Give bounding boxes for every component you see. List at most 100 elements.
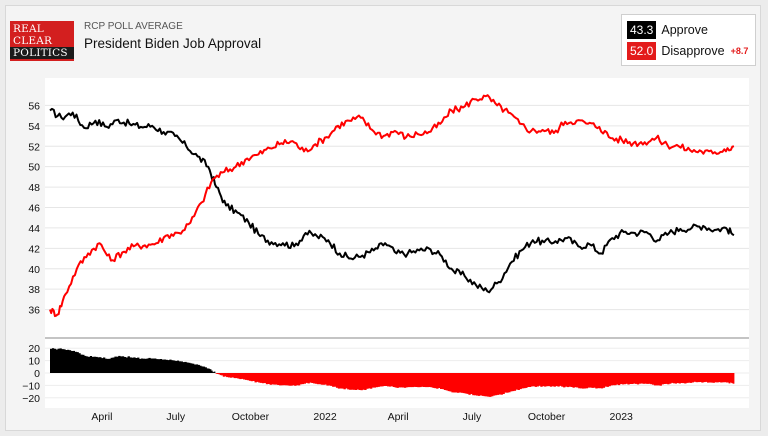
spread-bar bbox=[316, 373, 320, 385]
spread-bar bbox=[116, 356, 119, 373]
spread-bar bbox=[67, 349, 70, 373]
spread-bar bbox=[265, 373, 269, 385]
y-tick-label: 54 bbox=[28, 121, 40, 133]
spread-bar bbox=[487, 373, 490, 397]
spread-bar bbox=[689, 373, 693, 383]
spread-bar bbox=[286, 373, 289, 386]
rcp-logo[interactable]: REAL CLEAR POLITICS bbox=[10, 21, 74, 61]
spread-bar bbox=[167, 360, 170, 373]
spread-bar bbox=[51, 348, 55, 373]
y-tick-label: 46 bbox=[28, 203, 40, 215]
spread-bar bbox=[440, 373, 443, 389]
spread-bar bbox=[339, 373, 342, 389]
spread-bar bbox=[582, 373, 585, 389]
spread-bar bbox=[549, 373, 553, 387]
spread-bar bbox=[311, 373, 314, 383]
spread-bar bbox=[561, 373, 564, 387]
spread-bar bbox=[262, 373, 265, 384]
spread-bar bbox=[599, 373, 602, 389]
spread-bar bbox=[508, 373, 511, 393]
spread-bar bbox=[619, 373, 623, 384]
spread-bar bbox=[441, 373, 445, 390]
spread-bar bbox=[682, 373, 685, 384]
spread-bar bbox=[91, 356, 94, 373]
spread-bar bbox=[137, 357, 140, 373]
spread-bar bbox=[650, 373, 653, 385]
spread-bar bbox=[204, 367, 207, 373]
spread-bar bbox=[318, 373, 322, 385]
spread-bar bbox=[254, 373, 257, 383]
legend-disapprove[interactable]: 52.0 Disapprove +8.7 bbox=[627, 42, 748, 60]
spread-bar bbox=[108, 358, 111, 373]
x-tick-label: October bbox=[232, 411, 270, 423]
x-tick-label: 2023 bbox=[610, 411, 634, 423]
y-tick-label: 38 bbox=[28, 284, 40, 296]
spread-bar bbox=[623, 373, 626, 385]
spread-bar bbox=[250, 373, 253, 382]
spread-bar bbox=[221, 373, 224, 376]
spread-bar bbox=[411, 373, 414, 388]
spread-bar bbox=[385, 373, 388, 386]
spread-bar bbox=[165, 359, 168, 373]
spread-bar bbox=[335, 373, 339, 388]
spread-bar bbox=[655, 373, 659, 386]
spread-bar bbox=[553, 373, 556, 387]
spread-bar bbox=[296, 373, 299, 386]
spread-bar bbox=[680, 373, 683, 383]
spread-bar bbox=[103, 357, 106, 373]
spread-bar bbox=[193, 364, 197, 373]
spread-bar bbox=[299, 373, 303, 385]
spread-bar bbox=[701, 373, 704, 383]
spread-value: +8.7 bbox=[730, 46, 749, 56]
spread-bar bbox=[424, 373, 428, 388]
spread-bar bbox=[585, 373, 589, 389]
spread-bar bbox=[135, 358, 138, 373]
spread-bar bbox=[133, 357, 136, 373]
spread-bar bbox=[209, 369, 212, 373]
spread-bar bbox=[583, 373, 587, 389]
spread-bar bbox=[358, 373, 361, 390]
spread-bar bbox=[544, 373, 547, 387]
spread-bar bbox=[462, 373, 465, 394]
y-tick-label: 42 bbox=[28, 243, 40, 255]
spread-bar bbox=[366, 373, 369, 389]
spread-bar bbox=[202, 366, 206, 373]
spread-bar bbox=[65, 350, 68, 373]
spread-bar bbox=[371, 373, 375, 388]
spread-bar bbox=[578, 373, 581, 389]
spread-bar bbox=[602, 373, 606, 388]
spread-bar bbox=[396, 373, 399, 388]
spread-bar bbox=[532, 373, 536, 387]
spread-bar bbox=[129, 357, 132, 373]
spread-bar bbox=[407, 373, 411, 388]
spread-bar bbox=[106, 358, 110, 373]
spread-bar bbox=[206, 368, 209, 373]
spread-bar bbox=[525, 373, 528, 388]
spread-bar bbox=[190, 363, 193, 373]
spread-bar bbox=[290, 373, 293, 386]
spread-bar bbox=[472, 373, 475, 396]
spread-bar bbox=[379, 373, 382, 387]
spread-bar bbox=[123, 357, 127, 373]
spread-bar bbox=[110, 357, 113, 373]
y-tick-label: 52 bbox=[28, 141, 40, 153]
spread-bar bbox=[398, 373, 401, 388]
spread-bar bbox=[530, 373, 534, 387]
y-tick-label: 40 bbox=[28, 264, 40, 276]
legend-approve[interactable]: 43.3 Approve bbox=[627, 21, 708, 39]
spread-bar bbox=[101, 358, 104, 373]
spread-bar bbox=[610, 373, 613, 386]
spread-bar bbox=[184, 361, 187, 373]
spread-bar bbox=[97, 357, 100, 373]
spread-bar bbox=[233, 373, 236, 379]
spread-bar bbox=[593, 373, 596, 388]
spread-bar bbox=[644, 373, 647, 384]
spread-bar bbox=[506, 373, 509, 393]
spread-bar bbox=[61, 349, 64, 373]
spread-bar bbox=[474, 373, 477, 396]
spread-bar bbox=[519, 373, 522, 390]
spread-bar bbox=[421, 373, 424, 387]
spread-bar bbox=[542, 373, 545, 387]
